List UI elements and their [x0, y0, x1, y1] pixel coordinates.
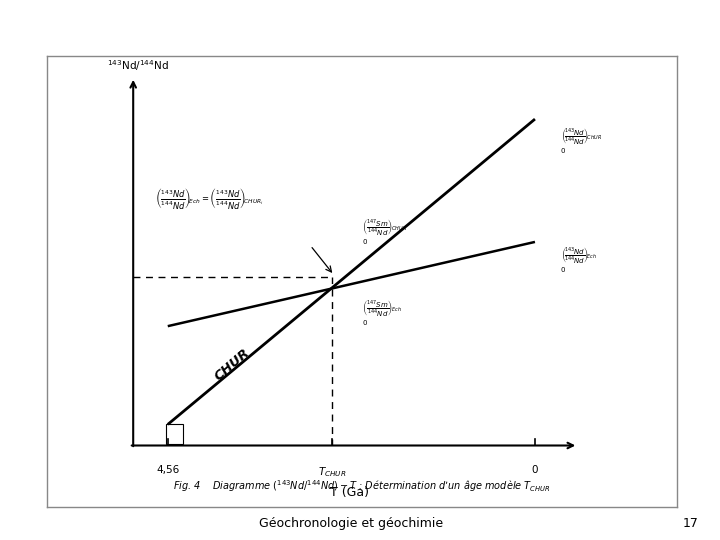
Text: 3. La méthode Sm/Nd – L’age modèle: 3. La méthode Sm/Nd – L’age modèle — [9, 16, 380, 35]
Text: $^{143}$Nd/$^{144}$Nd: $^{143}$Nd/$^{144}$Nd — [107, 59, 169, 73]
Text: $\left(\dfrac{^{147}Sm}{^{144}Nd}\right)_{\!CHUR}$
0: $\left(\dfrac{^{147}Sm}{^{144}Nd}\right)… — [362, 217, 408, 245]
Text: $\left(\dfrac{^{147}Sm}{^{144}Nd}\right)_{\!Ech}$
0: $\left(\dfrac{^{147}Sm}{^{144}Nd}\right)… — [362, 298, 402, 326]
Text: $\left(\!\dfrac{^{143}Nd}{^{144}Nd}\!\right)_{\!Ech}$
0: $\left(\!\dfrac{^{143}Nd}{^{144}Nd}\!\ri… — [561, 245, 597, 273]
Text: 17: 17 — [683, 517, 698, 530]
Text: Géochronologie et géochimie: Géochronologie et géochimie — [259, 517, 444, 530]
Text: 4,56: 4,56 — [156, 465, 179, 475]
Text: Fig. 4    Diagramme $(^{143}Nd/^{144}Nd) - T$ : Détermination d’un âge modèle $T: Fig. 4 Diagramme $(^{143}Nd/^{144}Nd) - … — [173, 478, 551, 494]
Bar — [166, 424, 183, 444]
Text: 0: 0 — [531, 465, 539, 475]
Text: T (Ga): T (Ga) — [330, 486, 369, 499]
Text: CHUR: CHUR — [212, 346, 253, 383]
Text: $\left(\!\dfrac{^{143}Nd}{^{144}Nd}\!\right)_{\!CHUR}$
0: $\left(\!\dfrac{^{143}Nd}{^{144}Nd}\!\ri… — [561, 126, 602, 154]
Text: $\left(\dfrac{^{143}Nd}{^{144}Nd}\right)_{\!\!Ech}$$= \left(\dfrac{^{143}Nd}{^{1: $\left(\dfrac{^{143}Nd}{^{144}Nd}\right)… — [155, 187, 264, 212]
Text: $T_{CHUR}$: $T_{CHUR}$ — [318, 465, 346, 478]
